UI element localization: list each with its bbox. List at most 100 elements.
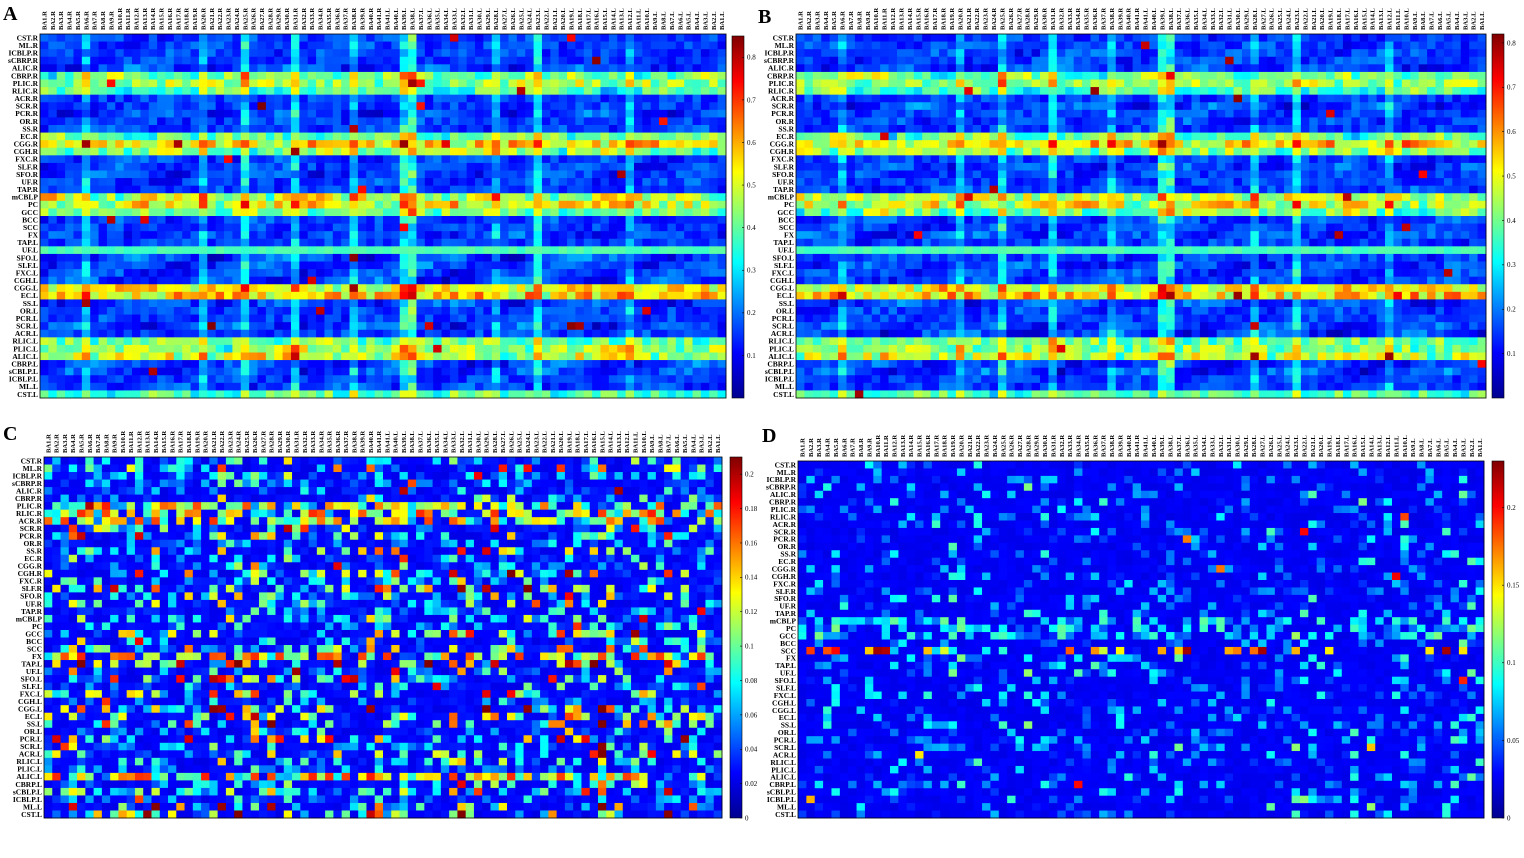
heatmap-cell — [190, 390, 200, 399]
heatmap-cell — [458, 185, 468, 194]
heatmap-cell — [709, 344, 718, 353]
heatmap-cell — [525, 193, 534, 202]
heatmap-cell — [307, 200, 317, 209]
heatmap-cell — [257, 314, 267, 323]
heatmap-cell — [48, 276, 58, 285]
heatmap-cell — [1435, 34, 1445, 42]
row-label: PC — [28, 200, 38, 209]
heatmap-cell — [324, 162, 334, 171]
heatmap-cell — [583, 291, 593, 300]
heatmap-cell — [1048, 34, 1058, 42]
heatmap-cell — [896, 109, 906, 118]
heatmap-cell — [533, 147, 543, 156]
heatmap-cell — [265, 109, 275, 118]
heatmap-cell — [659, 155, 668, 164]
heatmap-cell — [165, 125, 175, 133]
heatmap-cell — [1401, 109, 1411, 118]
heatmap-cell — [675, 132, 685, 141]
heatmap-cell — [1183, 94, 1192, 103]
heatmap-cell — [550, 231, 560, 240]
heatmap-cell — [383, 170, 392, 179]
heatmap-cell — [240, 71, 250, 80]
heatmap-cell — [625, 200, 635, 209]
heatmap-cell — [550, 360, 560, 369]
heatmap-cell — [140, 329, 150, 338]
heatmap-cell — [324, 352, 334, 361]
heatmap-cell — [583, 269, 593, 278]
heatmap-cell — [575, 49, 585, 58]
heatmap-cell — [332, 193, 342, 202]
heatmap-cell — [249, 56, 258, 65]
heatmap-cell — [132, 314, 141, 323]
heatmap-cell — [433, 185, 442, 194]
heatmap-cell — [700, 322, 710, 331]
heatmap-cell — [1351, 56, 1361, 65]
heatmap-cell — [316, 390, 325, 399]
heatmap-cell — [700, 337, 710, 346]
heatmap-cell — [148, 375, 158, 384]
heatmap-cell — [307, 87, 317, 96]
heatmap-cell — [207, 337, 217, 346]
heatmap-cell — [224, 390, 233, 399]
heatmap-cell — [148, 322, 158, 331]
heatmap-cell — [796, 87, 805, 96]
heatmap-cell — [90, 291, 99, 300]
heatmap-cell — [240, 41, 250, 50]
heatmap-cell — [449, 71, 459, 80]
column-label: BA15.R — [159, 8, 166, 30]
heatmap-cell — [173, 223, 183, 232]
heatmap-cell — [48, 269, 58, 278]
heatmap-cell — [955, 102, 965, 111]
heatmap-cell — [871, 79, 881, 88]
row-label: ML.R — [19, 41, 39, 50]
heatmap-cell — [1233, 102, 1243, 111]
heatmap-cell — [190, 200, 200, 209]
heatmap-cell — [207, 193, 217, 202]
heatmap-cell — [257, 200, 267, 209]
heatmap-cell — [659, 94, 668, 103]
heatmap-cell — [148, 253, 158, 262]
heatmap-cell — [1082, 94, 1091, 103]
heatmap-cell — [65, 216, 74, 224]
heatmap-cell — [475, 284, 484, 293]
heatmap-cell — [854, 56, 864, 65]
heatmap-cell — [650, 193, 660, 202]
heatmap-cell — [157, 291, 166, 300]
heatmap-cell — [316, 352, 325, 361]
heatmap-cell — [1141, 87, 1150, 96]
heatmap-cell — [40, 375, 49, 384]
heatmap-cell — [249, 322, 258, 331]
heatmap-cell — [567, 208, 576, 217]
heatmap-cell — [190, 193, 200, 202]
heatmap-cell — [249, 200, 258, 209]
heatmap-cell — [106, 276, 116, 285]
heatmap-cell — [433, 238, 442, 247]
heatmap-cell — [290, 276, 300, 285]
heatmap-cell — [684, 208, 693, 217]
heatmap-cell — [633, 246, 643, 255]
heatmap-cell — [265, 49, 275, 58]
heatmap-cell — [190, 307, 200, 315]
heatmap-cell — [366, 87, 375, 96]
heatmap-cell — [667, 200, 677, 209]
heatmap-cell — [115, 375, 125, 384]
heatmap-cell — [692, 64, 702, 73]
heatmap-cell — [357, 117, 367, 126]
heatmap-cell — [265, 375, 275, 384]
heatmap-cell — [349, 375, 359, 384]
column-label: BA18.L — [577, 8, 584, 30]
heatmap-cell — [709, 322, 718, 331]
heatmap-cell — [290, 185, 300, 194]
heatmap-cell — [466, 238, 476, 247]
heatmap-cell — [56, 117, 66, 126]
heatmap-cell — [383, 231, 392, 240]
heatmap-cell — [491, 94, 501, 103]
heatmap-cell — [140, 49, 150, 58]
heatmap-cell — [416, 360, 426, 369]
heatmap-cell — [374, 231, 384, 240]
heatmap-cell — [40, 231, 49, 240]
heatmap-cell — [1300, 94, 1310, 103]
heatmap-cell — [871, 87, 881, 96]
heatmap-cell — [399, 269, 409, 278]
heatmap-cell — [132, 34, 141, 42]
